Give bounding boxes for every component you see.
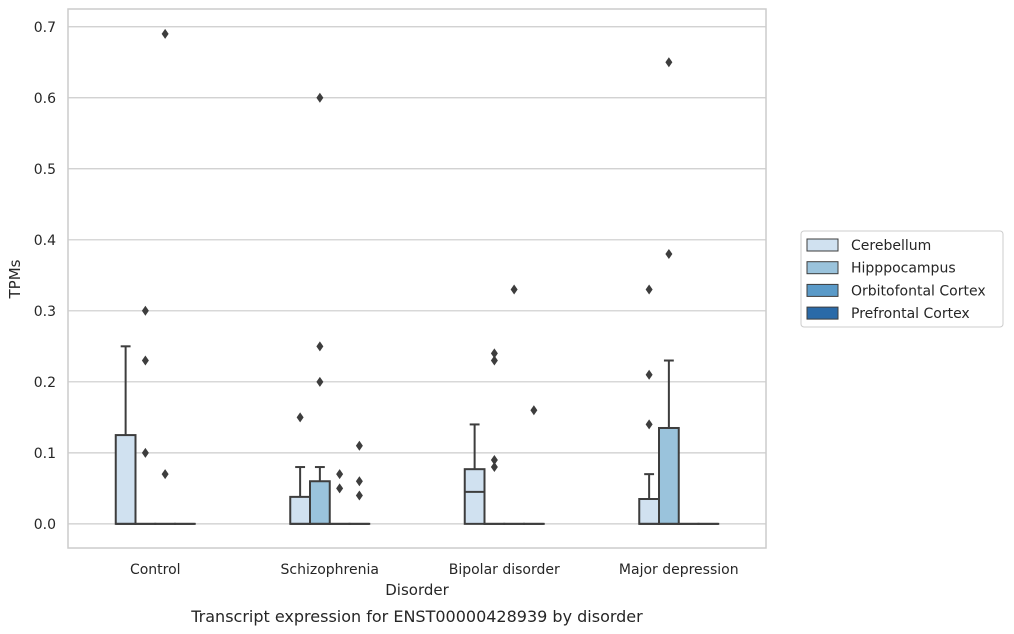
outlier-point — [161, 469, 169, 480]
box-orbitofontal-cortex — [154, 28, 176, 525]
box-cerebellum — [463, 423, 486, 525]
outlier-point — [490, 462, 498, 473]
box-hipppocampus — [309, 92, 331, 525]
outlier-point — [161, 28, 169, 39]
y-tick-label: 0.0 — [34, 517, 56, 533]
outlier-point — [141, 447, 149, 458]
x-tick-labels: Control Schizophrenia Bipolar disorder Majo… — [130, 562, 739, 578]
outlier-point — [530, 405, 538, 416]
y-tick-label: 0.6 — [34, 91, 56, 107]
box-body — [309, 480, 331, 525]
legend-swatch — [806, 238, 839, 252]
box-body — [114, 434, 137, 525]
outlier-point — [336, 483, 344, 494]
legend-swatch — [806, 283, 839, 297]
legend: Cerebellum Hipppocampus Orbitofontal Corte… — [800, 230, 1004, 328]
box-hipppocampus — [658, 57, 680, 525]
box-prefrontal-cortex — [348, 440, 371, 525]
legend-entries: Cerebellum Hipppocampus Orbitofontal Corte… — [806, 238, 986, 322]
x-tick-label: Schizophrenia — [281, 562, 379, 578]
y-axis-title: TPMs — [6, 259, 24, 299]
outlier-point — [645, 419, 653, 430]
plot-frame — [67, 8, 767, 549]
outlier-point — [296, 412, 304, 423]
box-cerebellum — [289, 412, 311, 525]
outlier-point — [665, 57, 673, 68]
y-tick-label: 0.3 — [34, 304, 56, 320]
legend-label: Prefrontal Cortex — [851, 306, 970, 322]
box-hipppocampus — [483, 348, 506, 525]
legend-swatch — [806, 306, 839, 320]
legend-frame — [800, 230, 1004, 328]
box-body — [463, 468, 486, 525]
outlier-point — [510, 284, 518, 295]
x-axis-title: Disorder — [385, 581, 449, 599]
box-body — [658, 426, 680, 525]
outlier-point — [490, 454, 498, 465]
legend-label: Hipppocampus — [851, 261, 956, 277]
outlier-point — [316, 376, 324, 387]
box-cerebellum — [114, 345, 137, 525]
box-hipppocampus — [134, 305, 157, 525]
box-orbitofontal-cortex — [328, 469, 351, 525]
legend-label: Orbitofontal Cortex — [851, 283, 986, 299]
outlier-point — [490, 355, 498, 366]
x-tick-label: Major depression — [619, 562, 739, 578]
box-prefrontal-cortex — [523, 405, 545, 525]
outlier-point — [355, 476, 363, 487]
outlier-point — [316, 341, 324, 352]
outlier-point — [141, 355, 149, 366]
y-tick-label: 0.4 — [34, 233, 56, 249]
y-tick-label: 0.1 — [34, 446, 56, 462]
outlier-point — [141, 305, 149, 316]
box-orbitofontal-cortex — [503, 284, 525, 525]
outlier-point — [665, 249, 673, 259]
x-tick-label: Bipolar disorder — [449, 562, 560, 578]
box-series — [114, 28, 720, 525]
outlier-point — [490, 348, 498, 359]
y-tick-label: 0.7 — [34, 20, 56, 36]
outlier-point — [645, 369, 653, 380]
chart-caption: Transcript expression for ENST0000042893… — [190, 607, 643, 626]
outlier-point — [645, 284, 653, 295]
outlier-point — [355, 440, 363, 451]
box-body — [289, 495, 311, 525]
legend-label: Cerebellum — [851, 238, 931, 254]
x-tick-label: Control — [130, 562, 181, 578]
outlier-point — [355, 490, 363, 501]
y-tick-labels: 0.0 0.1 0.2 0.3 0.4 0.5 0.6 0.7 — [34, 20, 56, 533]
legend-swatch — [806, 261, 839, 275]
box-cerebellum — [638, 284, 660, 525]
outlier-point — [336, 469, 344, 480]
y-tick-label: 0.5 — [34, 162, 56, 178]
box-body — [638, 498, 660, 525]
grid-lines — [68, 26, 766, 525]
outlier-point — [316, 92, 324, 103]
y-tick-label: 0.2 — [34, 375, 56, 391]
